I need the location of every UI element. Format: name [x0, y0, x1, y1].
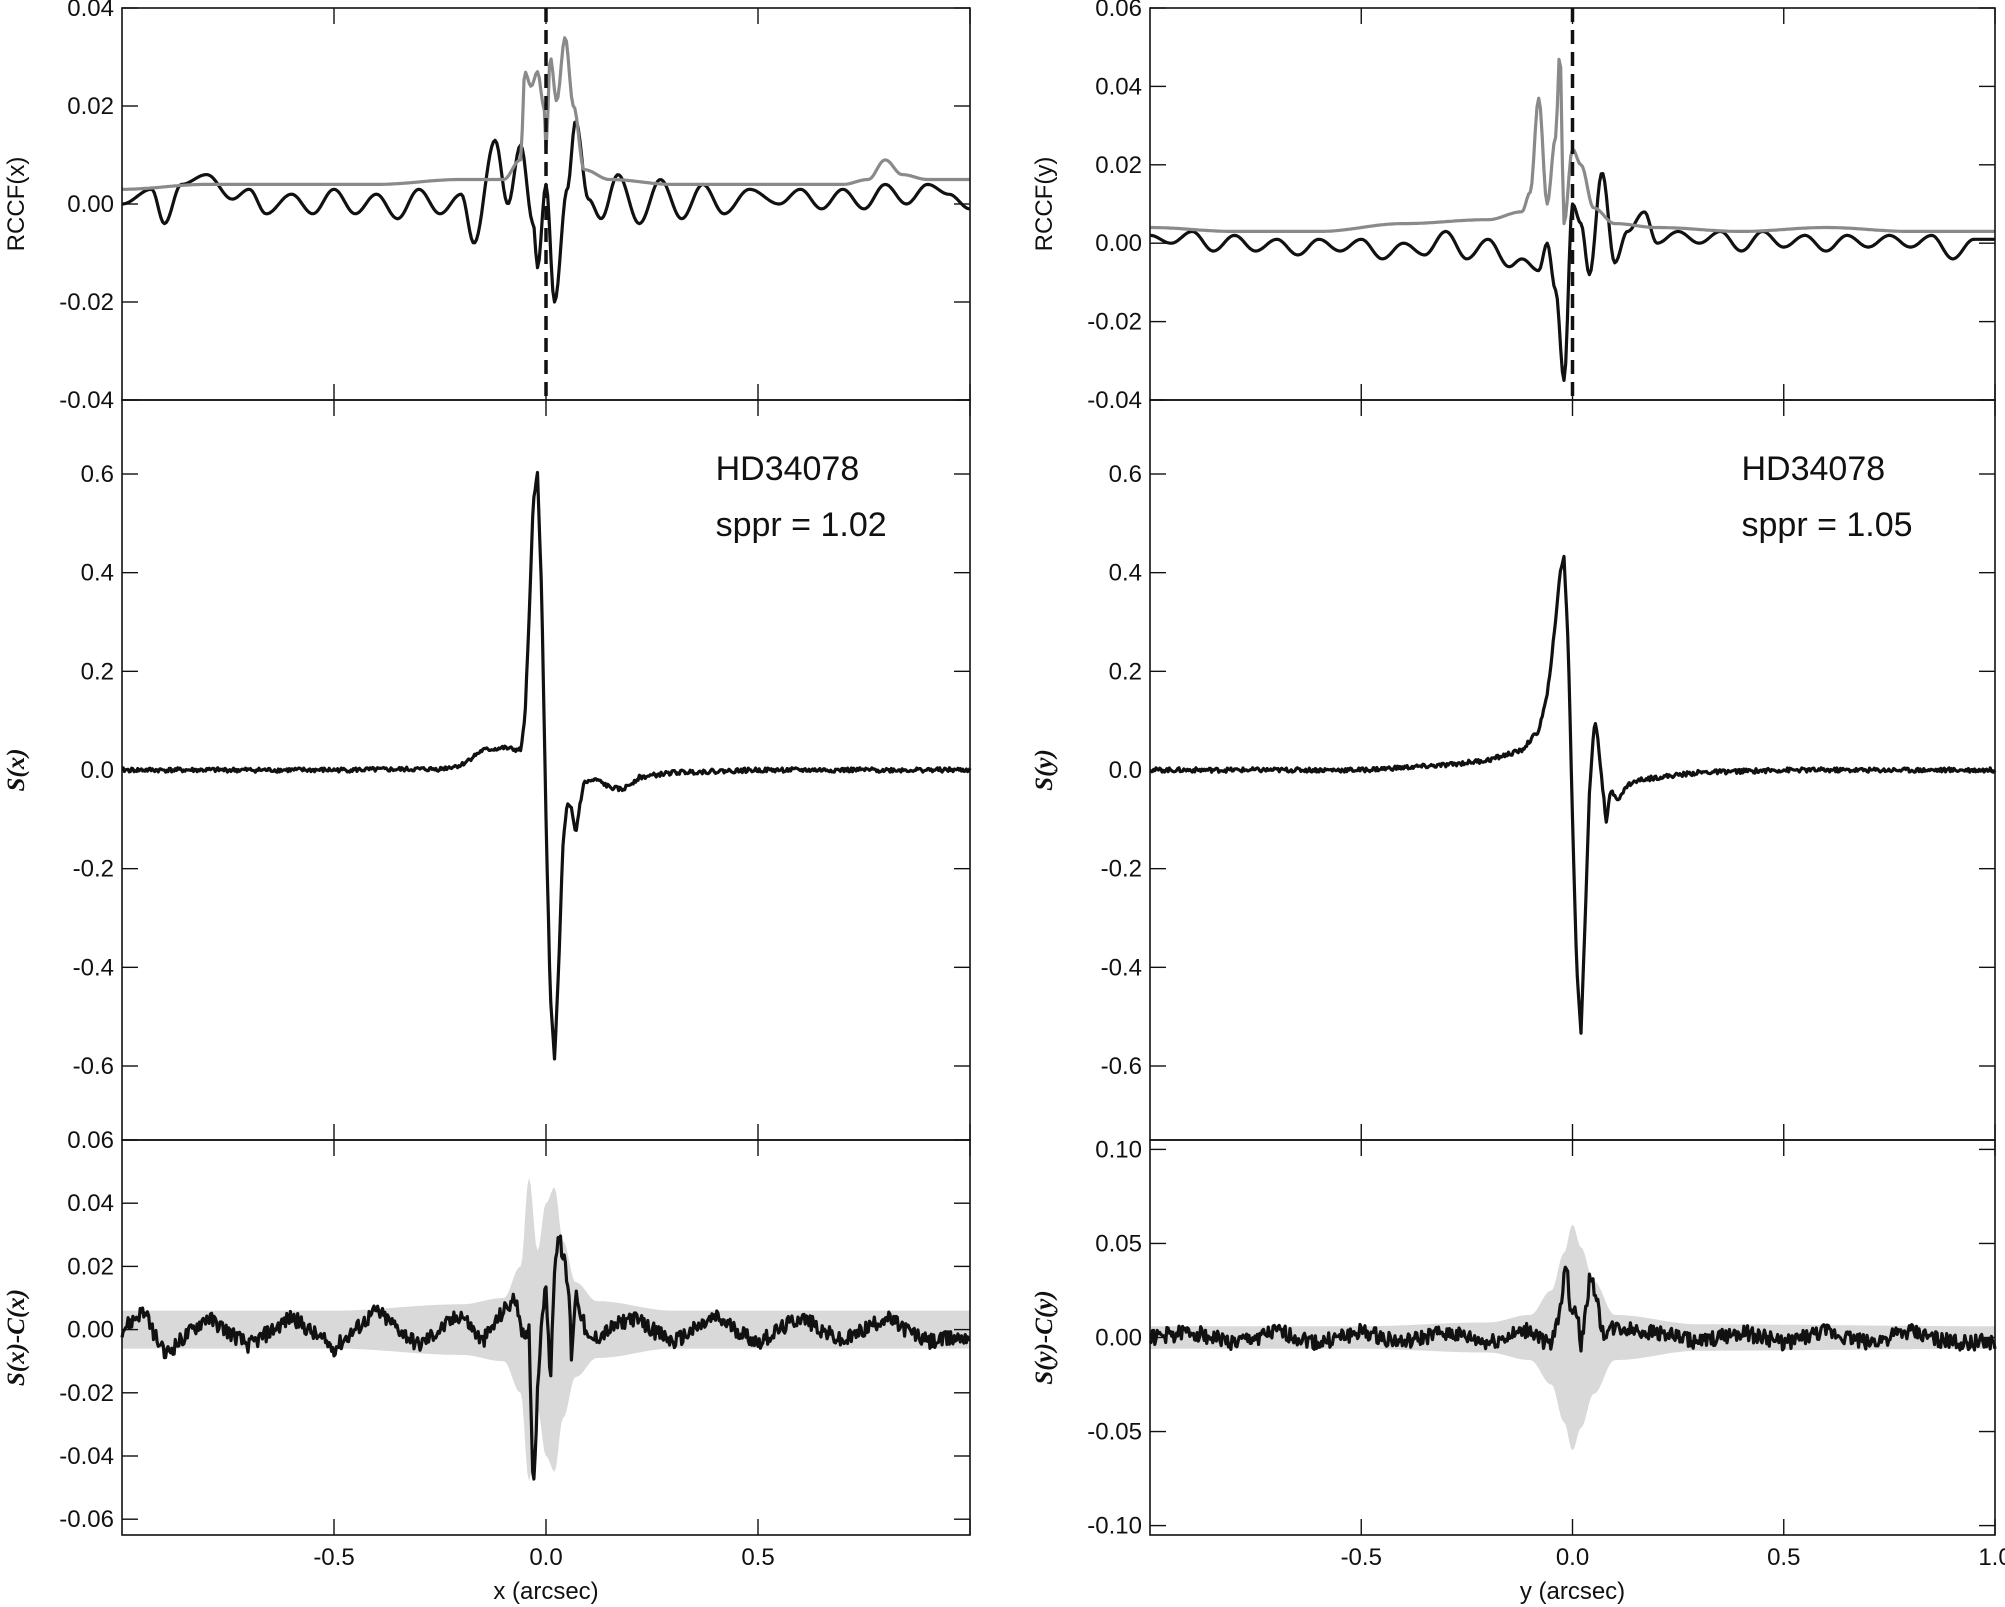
series-line-middle-left-0: [121, 470, 972, 1061]
x-axis-label-bottom-right: y (arcsec): [1520, 1578, 1625, 1605]
y-tick-label-middle-left-6: 0.6: [81, 461, 114, 488]
annotation-middle-left-1: sppr = 1.02: [716, 506, 887, 544]
y-tick-label-middle-right-1: -0.4: [1101, 954, 1142, 981]
y-tick-label-bottom-right-0: -0.10: [1087, 1513, 1142, 1540]
y-tick-label-bottom-left-2: -0.02: [59, 1380, 114, 1407]
y-axis-label-top-left: RCCF(x): [3, 157, 30, 252]
x-tick-label-bottom-left-2: 0.5: [741, 1544, 774, 1571]
x-axis-label-bottom-left: x (arcsec): [493, 1578, 598, 1605]
y-tick-label-bottom-right-3: 0.05: [1095, 1230, 1142, 1257]
annotation-middle-right-1: sppr = 1.05: [1742, 506, 1913, 544]
shaded-envelope-bottom-right: [1150, 1224, 1995, 1451]
shaded-envelope-bottom-left: [122, 1177, 970, 1482]
y-tick-label-bottom-left-5: 0.04: [67, 1190, 114, 1217]
y-tick-label-bottom-left-1: -0.04: [59, 1443, 114, 1470]
y-tick-label-top-left-2: 0.00: [67, 191, 114, 218]
y-tick-label-middle-left-5: 0.4: [81, 560, 114, 587]
y-tick-label-middle-left-4: 0.2: [81, 658, 114, 685]
annotation-middle-right-0: HD34078: [1742, 450, 1886, 488]
y-axis-label-top-right: RCCF(y): [1031, 157, 1058, 252]
y-tick-label-middle-left-2: -0.2: [73, 856, 114, 883]
y-tick-label-top-right-5: 0.06: [1095, 0, 1142, 22]
y-tick-label-top-left-1: -0.02: [59, 289, 114, 316]
y-axis-label-middle-left: S(x): [3, 748, 30, 791]
x-tick-label-bottom-left-1: 0.0: [529, 1544, 562, 1571]
y-axis-label-middle-right: S(y): [1031, 749, 1058, 791]
y-tick-label-bottom-left-6: 0.06: [67, 1127, 114, 1154]
y-tick-label-middle-left-3: 0.0: [81, 757, 114, 784]
y-tick-label-middle-right-4: 0.2: [1109, 658, 1142, 685]
series-line-top-right-0: [1149, 172, 1995, 382]
y-tick-label-top-left-0: -0.04: [59, 387, 114, 414]
annotation-middle-left-0: HD34078: [716, 450, 860, 488]
y-tick-label-top-right-3: 0.02: [1095, 152, 1142, 179]
y-tick-label-bottom-left-0: -0.06: [59, 1506, 114, 1533]
x-tick-label-bottom-right-2: 0.5: [1767, 1544, 1800, 1571]
y-axis-label-bottom-left: S(x)-C(x): [3, 1289, 30, 1386]
y-tick-label-top-right-2: 0.00: [1095, 230, 1142, 257]
y-axis-label-bottom-right: S(y)-C(y): [1031, 1290, 1058, 1384]
series-line-bottom-right-0: [1148, 1265, 1997, 1353]
y-tick-label-middle-right-0: -0.6: [1101, 1053, 1142, 1080]
y-tick-label-bottom-right-1: -0.05: [1087, 1419, 1142, 1446]
x-tick-label-bottom-right-0: -0.5: [1341, 1544, 1382, 1571]
y-tick-label-middle-left-0: -0.6: [73, 1053, 114, 1080]
y-tick-label-bottom-right-4: 0.10: [1095, 1136, 1142, 1163]
y-tick-label-bottom-left-3: 0.00: [67, 1317, 114, 1344]
x-tick-label-bottom-right-3: 1.0: [1978, 1544, 2005, 1571]
y-tick-label-bottom-left-4: 0.02: [67, 1253, 114, 1280]
x-tick-label-bottom-left-0: -0.5: [313, 1544, 354, 1571]
y-tick-label-middle-right-5: 0.4: [1109, 560, 1142, 587]
y-tick-label-top-right-0: -0.04: [1087, 387, 1142, 414]
y-tick-label-middle-right-2: -0.2: [1101, 856, 1142, 883]
y-tick-label-middle-left-1: -0.4: [73, 954, 114, 981]
x-tick-label-bottom-right-1: 0.0: [1556, 1544, 1589, 1571]
series-line-bottom-left-0: [120, 1234, 971, 1481]
y-tick-label-top-right-4: 0.04: [1095, 73, 1142, 100]
y-tick-label-top-left-4: 0.04: [67, 0, 114, 22]
series-line-middle-right-0: [1149, 554, 1997, 1035]
y-tick-label-middle-right-6: 0.6: [1109, 461, 1142, 488]
y-tick-label-bottom-right-2: 0.00: [1095, 1325, 1142, 1352]
y-tick-label-top-left-3: 0.02: [67, 93, 114, 120]
y-tick-label-middle-right-3: 0.0: [1109, 757, 1142, 784]
y-tick-label-top-right-1: -0.02: [1087, 309, 1142, 336]
